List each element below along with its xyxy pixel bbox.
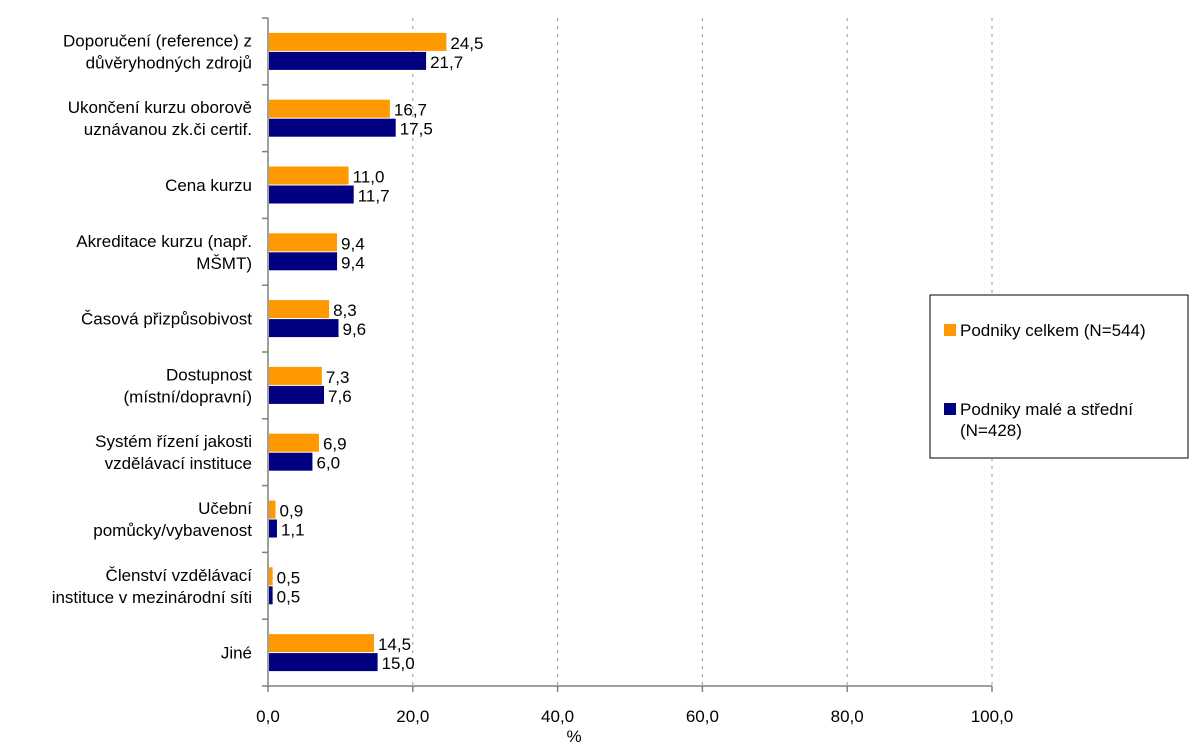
data-label: 9,4 xyxy=(341,234,365,253)
data-label: 0,9 xyxy=(280,502,304,521)
data-label: 17,5 xyxy=(400,120,433,139)
legend-swatch xyxy=(944,403,956,415)
x-tick-label: 80,0 xyxy=(831,707,864,726)
bar xyxy=(269,367,322,385)
data-label: 14,5 xyxy=(378,635,411,654)
bar xyxy=(269,100,390,118)
bar xyxy=(269,52,426,70)
bar xyxy=(269,319,339,337)
legend-label: Podniky celkem (N=544) xyxy=(960,321,1146,340)
bar xyxy=(269,634,374,652)
x-tick-label: 0,0 xyxy=(256,707,280,726)
category-labels: Doporučení (reference) z důvěryhodných zd… xyxy=(52,31,253,662)
data-label: 24,5 xyxy=(450,34,483,53)
data-label: 16,7 xyxy=(394,101,427,120)
data-label: 6,9 xyxy=(323,435,347,454)
bar xyxy=(269,33,446,51)
category-label: Členství vzdělávací instituce v mezinárod… xyxy=(52,566,253,607)
data-label: 0,5 xyxy=(277,568,301,587)
category-label: Systém řízení jakosti vzdělávací instituc… xyxy=(95,432,252,473)
data-label: 21,7 xyxy=(430,53,463,72)
x-tick-labels: 0,0 20,0 40,0 60,0 80,0 100,0 xyxy=(256,707,1013,726)
bar xyxy=(269,434,319,452)
bar xyxy=(269,567,273,585)
x-axis-title: % xyxy=(566,727,581,745)
data-label: 15,0 xyxy=(382,654,415,673)
category-label: Učební pomůcky/vybavenost xyxy=(93,499,252,540)
bar xyxy=(269,167,349,185)
legend: Podniky celkem (N=544)Podniky malé a stř… xyxy=(930,295,1188,458)
x-tick-label: 100,0 xyxy=(971,707,1014,726)
bar xyxy=(269,119,396,137)
data-label: 11,7 xyxy=(358,187,390,206)
bar xyxy=(269,501,276,519)
category-label: Časová přizpůsobivost xyxy=(81,310,252,329)
category-label: Akreditace kurzu (např. MŠMT) xyxy=(76,232,252,273)
data-label: 9,4 xyxy=(341,253,365,272)
data-label: 7,6 xyxy=(328,387,352,406)
data-label: 11,0 xyxy=(353,168,385,187)
data-label: 7,3 xyxy=(326,368,350,387)
data-label: 0,5 xyxy=(277,587,301,606)
bar xyxy=(269,386,324,404)
bar xyxy=(269,520,277,538)
legend-swatch xyxy=(944,324,956,336)
x-tick-label: 20,0 xyxy=(396,707,429,726)
category-label: Ukončení kurzu oborově uznávanou zk.či ce… xyxy=(68,98,252,139)
bar xyxy=(269,453,312,471)
data-label: 8,3 xyxy=(333,301,357,320)
data-label: 6,0 xyxy=(316,454,340,473)
bar xyxy=(269,186,354,204)
gridlines xyxy=(413,18,992,686)
category-label: Doporučení (reference) z důvěryhodných zd… xyxy=(63,31,252,72)
bar xyxy=(269,586,273,604)
category-label: Jiné xyxy=(221,644,252,663)
category-label: Dostupnost (místní/dopravní) xyxy=(124,365,253,406)
x-tick-label: 60,0 xyxy=(686,707,719,726)
category-label: Cena kurzu xyxy=(165,176,252,195)
bar xyxy=(269,300,329,318)
bar xyxy=(269,233,337,251)
x-tick-label: 40,0 xyxy=(541,707,574,726)
data-label: 9,6 xyxy=(343,320,367,339)
bar xyxy=(269,252,337,270)
data-label: 1,1 xyxy=(281,521,305,540)
bar xyxy=(269,653,378,671)
